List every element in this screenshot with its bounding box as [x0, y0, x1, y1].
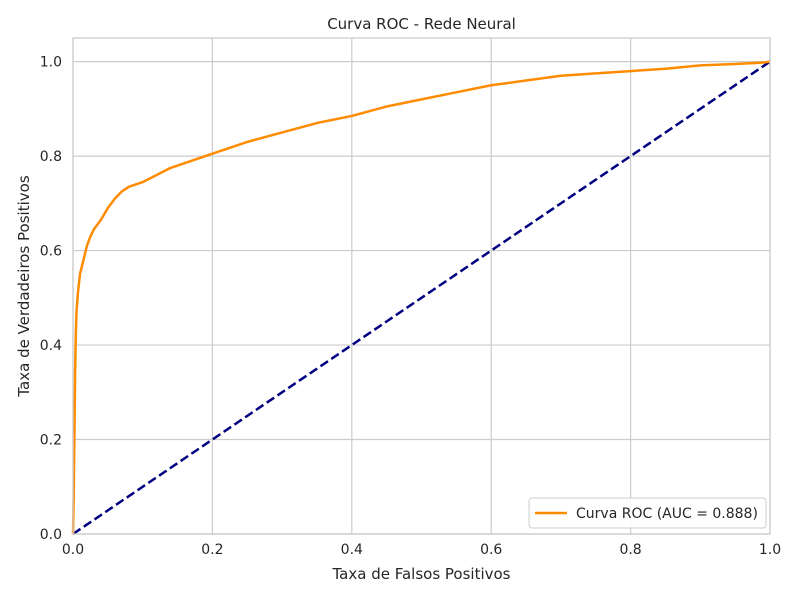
legend-box: [528, 497, 767, 529]
x-tick-label: 1.0: [759, 542, 781, 558]
y-tick-label: 0.0: [40, 527, 62, 543]
y-tick-label: 0.2: [40, 433, 62, 449]
x-tick-label: 0.2: [201, 542, 223, 558]
plot-background: [73, 38, 770, 534]
legend-label-roc: Curva ROC (AUC = 0.888): [576, 506, 758, 522]
x-tick-label: 0.0: [62, 542, 84, 558]
y-tick-label: 0.4: [40, 338, 62, 354]
random-classifier-line: [72, 60, 771, 536]
x-tick-label: 0.8: [619, 542, 641, 558]
x-tick-label: 0.4: [341, 542, 363, 558]
x-tick-labels: 0.0 0.2 0.4 0.6 0.8 1.0: [62, 542, 781, 558]
chart-title: Curva ROC - Rede Neural: [327, 15, 516, 33]
roc-curve-line: [71, 60, 771, 535]
y-axis-title: Taxa de Verdadeiros Positivos: [15, 175, 33, 397]
y-tick-label: 0.8: [40, 149, 62, 165]
plot-frame: [72, 37, 771, 535]
y-tick-label: 1.0: [40, 55, 62, 71]
y-tick-label: 0.6: [40, 244, 62, 260]
legend: Curva ROC (AUC = 0.888): [528, 497, 767, 529]
x-tick-label: 0.6: [480, 542, 502, 558]
y-tick-labels: 0.0 0.2 0.4 0.6 0.8 1.0: [40, 55, 62, 543]
x-axis-title: Taxa de Falsos Positivos: [331, 565, 510, 583]
series-group: [71, 60, 771, 536]
